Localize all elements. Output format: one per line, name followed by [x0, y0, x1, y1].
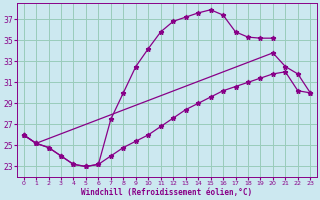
X-axis label: Windchill (Refroidissement éolien,°C): Windchill (Refroidissement éolien,°C) [81, 188, 252, 197]
